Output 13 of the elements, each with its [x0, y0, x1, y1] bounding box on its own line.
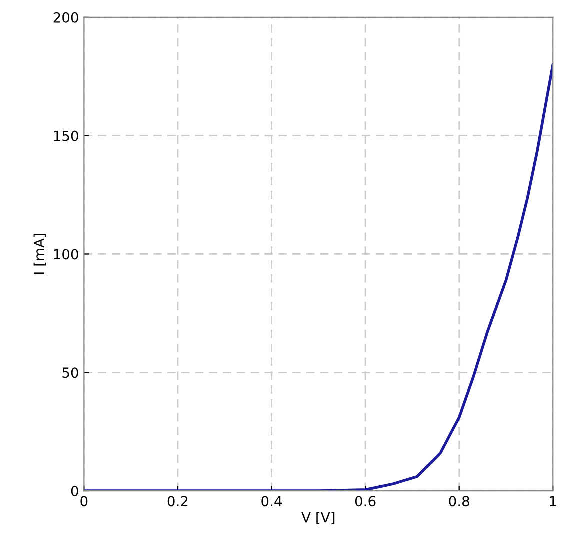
y-tick-label: 100	[54, 249, 78, 260]
x-tick-label: 0	[80, 496, 88, 507]
x-tick-label: 0.8	[449, 496, 470, 507]
y-axis-title: I [mA]	[34, 234, 46, 274]
x-tick-label: 0.2	[168, 496, 188, 507]
y-tick-label: 200	[54, 12, 78, 23]
y-tick-label: 150	[54, 130, 78, 142]
x-tick-label: 1	[550, 496, 556, 506]
x-tick-label: 0.4	[262, 496, 282, 507]
x-axis-title: V [V]	[302, 512, 335, 525]
y-tick-label: 50	[62, 368, 78, 378]
y-tick-label: 0	[71, 486, 78, 497]
x-tick-label: 0.6	[355, 496, 376, 507]
